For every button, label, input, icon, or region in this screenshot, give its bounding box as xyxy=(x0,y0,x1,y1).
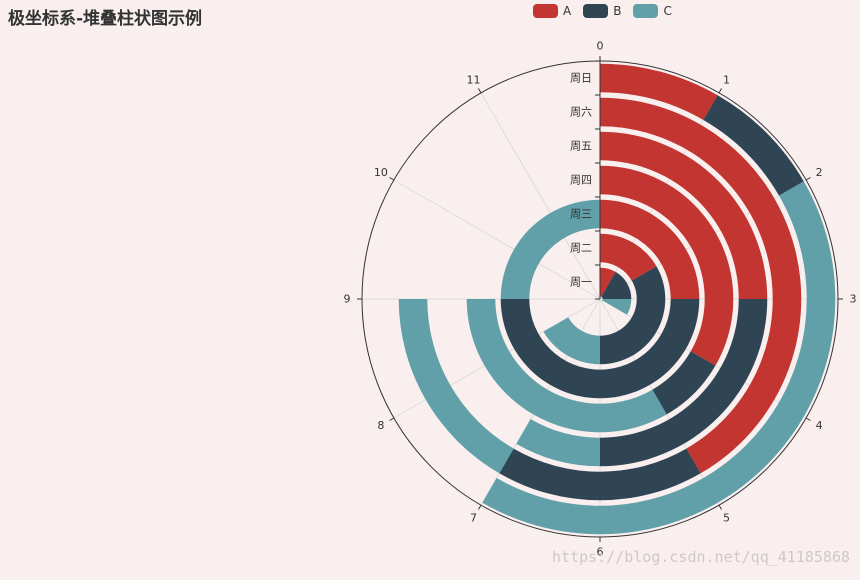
category-label-2: 周三 xyxy=(570,208,592,221)
legend-label-b: B xyxy=(613,4,622,18)
category-label-0: 周一 xyxy=(570,276,592,289)
angle-tick-4 xyxy=(805,417,811,421)
angle-tick-label-1: 1 xyxy=(723,73,730,86)
legend-label-c: C xyxy=(663,4,672,18)
axes: 0 1 2 3 4 5 6 7 8 9 10 11 周一 周二 周三 周四 周五 周六 周日 xyxy=(344,40,857,559)
angle-tick-11 xyxy=(478,88,482,94)
category-label-3: 周四 xyxy=(570,174,592,187)
bars xyxy=(398,63,836,535)
bar-a-3 xyxy=(600,165,734,366)
watermark: https://blog.csdn.net/qq_41185868 xyxy=(551,548,850,566)
split-line-11 xyxy=(480,92,601,300)
angle-tick-label-6: 6 xyxy=(597,546,604,559)
angle-tick-7 xyxy=(478,504,482,510)
angle-tick-label-2: 2 xyxy=(816,166,823,179)
bar-a-4 xyxy=(600,131,768,299)
legend-swatch-b xyxy=(583,4,609,18)
angle-tick-label-4: 4 xyxy=(816,419,823,432)
legend-item-a[interactable]: A xyxy=(533,4,571,18)
bar-c-4 xyxy=(516,419,600,467)
bar-b-0 xyxy=(601,271,632,299)
bar-c-6 xyxy=(482,181,836,535)
chart-title: 极坐标系-堆叠柱状图示例 xyxy=(8,9,203,29)
bar-c-3 xyxy=(466,299,667,433)
bar-a-1 xyxy=(600,233,657,281)
angle-tick-label-11: 11 xyxy=(467,73,481,86)
bar-a-5 xyxy=(600,97,802,474)
angle-tick-10 xyxy=(389,177,395,181)
bar-b-5 xyxy=(499,448,701,501)
bar-b-6 xyxy=(703,95,804,196)
category-label-1: 周二 xyxy=(570,242,592,255)
bar-b-1 xyxy=(600,266,666,365)
angle-tick-2 xyxy=(805,177,811,181)
split-line-10 xyxy=(393,179,601,300)
bar-c-5 xyxy=(398,299,514,474)
legend: A B C xyxy=(533,4,672,18)
angle-tick-5 xyxy=(718,504,722,510)
category-label-5: 周六 xyxy=(570,106,592,119)
legend-item-c[interactable]: C xyxy=(633,4,672,18)
angle-tick-label-5: 5 xyxy=(723,512,730,525)
category-label-4: 周五 xyxy=(570,140,592,153)
category-label-6: 周日 xyxy=(570,72,592,85)
angle-tick-label-7: 7 xyxy=(470,512,477,525)
legend-item-b[interactable]: B xyxy=(583,4,621,18)
bar-c-2 xyxy=(500,199,600,299)
bar-b-3 xyxy=(652,351,716,415)
bar-c-0 xyxy=(602,299,632,315)
angle-tick-1 xyxy=(718,88,722,94)
legend-swatch-a xyxy=(533,4,558,18)
angle-tick-label-3: 3 xyxy=(850,293,857,306)
bar-a-2 xyxy=(600,199,700,299)
bar-a-0 xyxy=(600,267,616,297)
angle-tick-8 xyxy=(389,417,395,421)
bar-b-4 xyxy=(600,299,768,467)
legend-swatch-c xyxy=(633,4,659,18)
angle-tick-label-0: 0 xyxy=(597,40,604,53)
angle-tick-label-8: 8 xyxy=(377,419,384,432)
bar-b-2 xyxy=(500,299,700,399)
angle-tick-label-9: 9 xyxy=(344,293,351,306)
bar-a-6 xyxy=(600,63,718,120)
bar-c-1 xyxy=(543,317,600,365)
legend-label-a: A xyxy=(563,4,572,18)
angle-tick-label-10: 10 xyxy=(374,166,388,179)
